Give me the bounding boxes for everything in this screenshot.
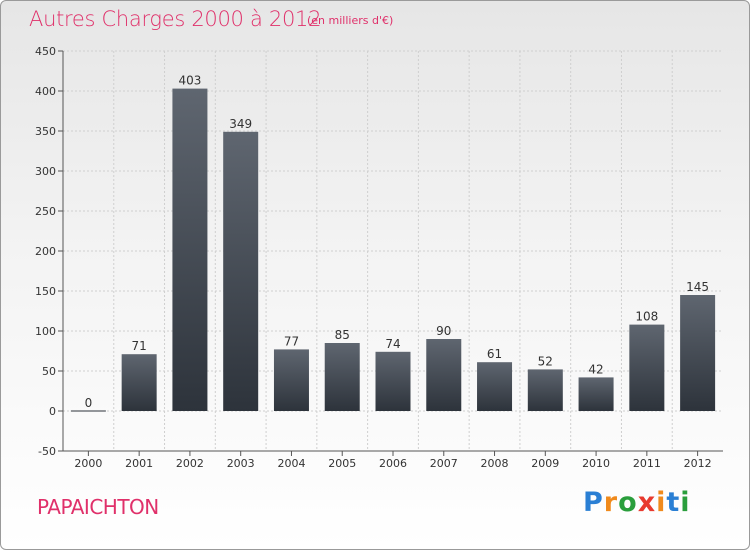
y-tick-label: 200 [35, 245, 56, 258]
bar [426, 339, 462, 411]
data-label: 74 [385, 337, 400, 351]
data-label: 0 [85, 396, 93, 410]
bar [375, 351, 411, 411]
x-tick-label: 2009 [531, 457, 559, 470]
y-tick-label: 350 [35, 125, 56, 138]
y-tick-label: 100 [35, 325, 56, 338]
y-tick-label: -50 [38, 445, 56, 458]
data-label: 349 [229, 117, 252, 131]
y-tick-label: 150 [35, 285, 56, 298]
proxiti-logo: Proxiti [583, 487, 691, 518]
y-tick-label: 0 [49, 405, 56, 418]
x-tick-label: 2004 [277, 457, 305, 470]
data-label: 90 [436, 324, 451, 338]
y-tick-label: 50 [42, 365, 56, 378]
x-tick-label: 2002 [176, 457, 204, 470]
data-label: 61 [487, 347, 502, 361]
x-tick-label: 2001 [125, 457, 153, 470]
chart-subtitle: (en milliers d'€) [307, 14, 394, 27]
x-tick-label: 2007 [430, 457, 458, 470]
chart-title: Autres Charges 2000 à 2012 [29, 7, 322, 31]
x-tick-label: 2005 [328, 457, 356, 470]
logo-letter: i [680, 487, 691, 518]
bar [578, 377, 614, 411]
bar [324, 343, 360, 411]
bar [680, 295, 716, 411]
data-label: 71 [132, 339, 147, 353]
y-tick-label: 450 [35, 45, 56, 58]
data-label: 108 [635, 310, 658, 324]
bar [527, 369, 563, 411]
commune-name: PAPAICHTON [37, 495, 159, 519]
y-tick-label: 250 [35, 205, 56, 218]
bar [121, 354, 157, 411]
x-tick-label: 2012 [684, 457, 712, 470]
data-label: 85 [335, 328, 350, 342]
x-tick-label: 2006 [379, 457, 407, 470]
bar [223, 131, 259, 412]
bar [273, 349, 309, 411]
data-label: 145 [686, 280, 709, 294]
x-tick-label: 2011 [633, 457, 661, 470]
logo-letter: t [666, 487, 681, 518]
x-tick-label: 2000 [74, 457, 102, 470]
logo-letter: x [637, 487, 657, 518]
bars [70, 88, 716, 412]
bar [629, 324, 665, 411]
bar [172, 88, 208, 411]
data-label: 403 [178, 74, 201, 88]
y-tick-label: 400 [35, 85, 56, 98]
bar [477, 362, 513, 411]
logo-letter: r [603, 487, 619, 518]
data-label: 42 [588, 362, 603, 376]
data-label: 77 [284, 334, 299, 348]
data-label: 52 [538, 354, 553, 368]
x-tick-label: 2003 [227, 457, 255, 470]
logo-letter: o [618, 487, 638, 518]
x-tick-label: 2010 [582, 457, 610, 470]
logo-letter: i [656, 487, 667, 518]
y-tick-label: 300 [35, 165, 56, 178]
axes: -50 0 50 100 150 200 250 300 350 400 450 2000 2001 20… [35, 45, 723, 470]
labels: 0 71 403 349 77 85 74 90 61 52 42 108 145 [85, 74, 710, 410]
logo-letter: P [583, 487, 604, 518]
x-tick-label: 2008 [481, 457, 509, 470]
